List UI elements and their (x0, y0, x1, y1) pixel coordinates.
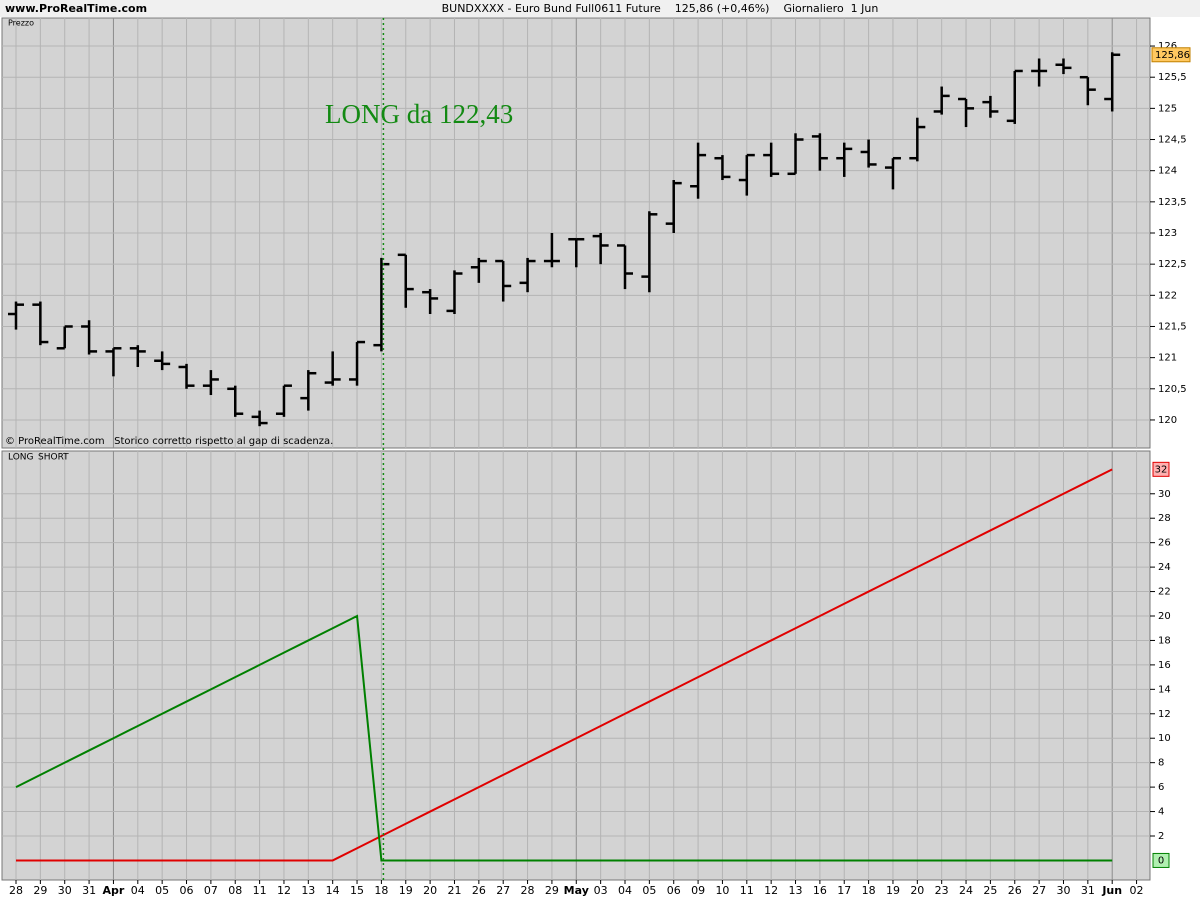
y-tick-label: 20 (1158, 611, 1171, 622)
x-tick-label: 27 (496, 884, 510, 897)
note: © ProRealTime.com Storico corretto rispe… (5, 436, 333, 447)
y-tick-label: 2 (1158, 831, 1164, 842)
x-tick-label: 26 (1008, 884, 1022, 897)
x-tick-label: 30 (1056, 884, 1070, 897)
header-bar (0, 0, 1200, 17)
y-tick-label: 124 (1158, 166, 1177, 177)
x-tick-label: 09 (691, 884, 705, 897)
site-name: www.ProRealTime.com (5, 2, 147, 15)
x-tick-label: 26 (472, 884, 486, 897)
x-tick-label: 29 (33, 884, 47, 897)
x-tick-label: 28 (521, 884, 535, 897)
panel-label: Prezzo (8, 19, 34, 28)
x-tick-label: 11 (740, 884, 754, 897)
y-tick-label: 10 (1158, 733, 1171, 744)
annotation: LONG da 122,43 (325, 99, 513, 129)
x-tick-label: 05 (642, 884, 656, 897)
x-tick-label: 28 (9, 884, 23, 897)
x-tick-label: 15 (350, 884, 364, 897)
x-tick-label: May (564, 884, 589, 897)
x-tick-label: 20 (910, 884, 924, 897)
y-tick-label: 120,5 (1158, 384, 1187, 395)
x-tick-label: 13 (789, 884, 803, 897)
x-tick-label: 20 (423, 884, 437, 897)
x-tick-label: Jun (1101, 884, 1122, 897)
x-tick-label: 21 (447, 884, 461, 897)
y-tick-label: 126 (1158, 41, 1177, 52)
y-tick-label: 8 (1158, 758, 1164, 769)
y-tick-label: 121 (1158, 353, 1177, 364)
x-tick-label: 16 (813, 884, 827, 897)
x-tick-label: 31 (1081, 884, 1095, 897)
y-tick-label: 125,5 (1158, 72, 1187, 83)
x-tick-label: 04 (131, 884, 145, 897)
legend-entry: SHORT (38, 453, 69, 463)
grid (2, 18, 1150, 880)
x-tick-label: 13 (301, 884, 315, 897)
y-tick-label: 6 (1158, 782, 1164, 793)
x-tick-label: 19 (399, 884, 413, 897)
x-tick-label: 18 (374, 884, 388, 897)
last-price-label: 125,86 (1155, 50, 1190, 61)
y-tick-label: 24 (1158, 562, 1171, 573)
x-tick-label: 17 (837, 884, 851, 897)
y-tick-label: 122 (1158, 290, 1177, 301)
y-tick-label: 26 (1158, 538, 1171, 549)
x-tick-label: 06 (667, 884, 681, 897)
x-tick-label: 29 (545, 884, 559, 897)
x-tick-label: 31 (82, 884, 96, 897)
x-tick-label: 03 (594, 884, 608, 897)
x-tick-label: 12 (277, 884, 291, 897)
x-tick-label: 24 (959, 884, 973, 897)
last-value-box (1152, 461, 1170, 477)
last-value-label: 32 (1155, 464, 1168, 475)
y-tick-label: 121,5 (1158, 321, 1187, 332)
x-tick-label: 14 (326, 884, 340, 897)
x-tick-label: Apr (103, 884, 125, 897)
x-tick-label: 12 (764, 884, 778, 897)
y-tick-label: 16 (1158, 660, 1171, 671)
x-tick-label: 07 (204, 884, 218, 897)
x-tick-label: 18 (862, 884, 876, 897)
x-tick-label: 05 (155, 884, 169, 897)
series-line (15, 614, 1113, 862)
chart-title: BUNDXXXX - Euro Bund Full0611 Future 125… (442, 2, 879, 15)
series-line (16, 468, 1113, 862)
y-tick-label: 30 (1158, 489, 1171, 500)
x-tick-label: 23 (935, 884, 949, 897)
x-tick-label: 27 (1032, 884, 1046, 897)
y-tick-label: 22 (1158, 587, 1171, 598)
marks (8, 18, 1121, 880)
x-tick-label: 30 (58, 884, 72, 897)
x-tick-label: 19 (886, 884, 900, 897)
y-tick-label: 125 (1158, 103, 1177, 114)
x-tick-label: 10 (715, 884, 729, 897)
x-tick-label: 02 (1130, 884, 1144, 897)
y-tick-label: 124,5 (1158, 135, 1187, 146)
last-price-box (1151, 47, 1191, 63)
x-tick-label: 11 (253, 884, 267, 897)
x-tick-label: 08 (228, 884, 242, 897)
last-value-box (1152, 852, 1170, 868)
y-tick-label: 4 (1158, 807, 1164, 818)
y-tick-label: 18 (1158, 635, 1171, 646)
last-value-label: 0 (1158, 855, 1164, 866)
y-tick-label: 122,5 (1158, 259, 1187, 270)
x-tick-label: 04 (618, 884, 632, 897)
y-tick-label: 120 (1158, 415, 1177, 426)
y-tick-label: 28 (1158, 513, 1171, 524)
y-tick-label: 123,5 (1158, 197, 1187, 208)
x-tick-label: 06 (180, 884, 194, 897)
legend-entry: LONG (8, 453, 34, 463)
x-tick-label: 25 (983, 884, 997, 897)
y-tick-label: 14 (1158, 684, 1171, 695)
y-tick-label: 12 (1158, 709, 1171, 720)
y-tick-label: 123 (1158, 228, 1177, 239)
